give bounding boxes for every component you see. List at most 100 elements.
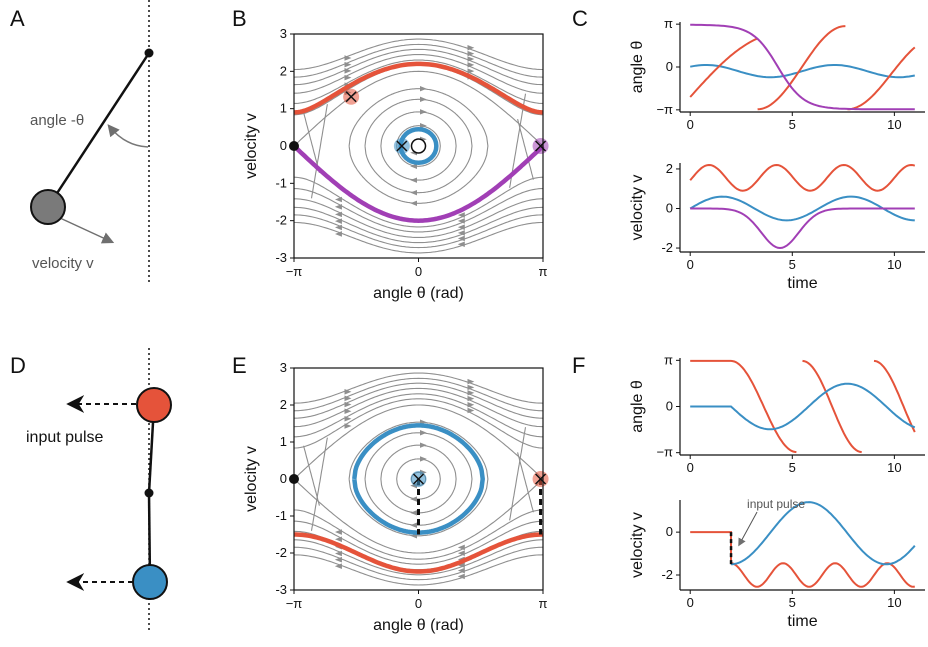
x-axis-label: angle θ (rad) — [373, 617, 464, 634]
streamline — [380, 444, 457, 514]
x-tick-label: 5 — [789, 595, 796, 610]
y-axis-label: velocity v — [243, 113, 260, 179]
purple-velocity-series — [690, 207, 915, 250]
y-tick-label: π — [664, 16, 673, 31]
velocity-arrow-icon — [59, 217, 115, 244]
blue-start-marker — [393, 138, 410, 154]
phase-portrait-b: -3 -2 -1 0 1 2 3 −π 0 π angle θ (rad) velocity v — [243, 26, 549, 302]
y-tick-label: -2 — [661, 567, 673, 582]
panel-label-d: D — [10, 353, 26, 378]
streamline — [294, 48, 543, 86]
y-tick-label: 0 — [666, 399, 673, 414]
blue-angle-series — [690, 64, 915, 79]
red-angle-series — [873, 359, 916, 433]
streamline — [294, 206, 543, 244]
x-tick-label: 0 — [687, 257, 694, 272]
x-tick-label: 0 — [415, 264, 422, 279]
blue-angle-series — [690, 382, 916, 431]
x-tick-label: −π — [286, 596, 303, 611]
pendulum-diagram-a: angle -θ velocity v — [30, 0, 154, 285]
streamline — [294, 145, 543, 222]
streamline — [294, 398, 543, 449]
pendulum-rod — [46, 52, 151, 208]
y-tick-label: 0 — [666, 59, 673, 74]
cross-marker-icon — [535, 473, 547, 485]
blue-trajectory — [352, 423, 485, 535]
streamline — [294, 546, 543, 581]
streamline — [294, 539, 543, 576]
angle-timeseries-f: 0 5 10 π 0 −π angle θ — [629, 352, 925, 475]
streamline — [294, 38, 543, 71]
y-axis-label: velocity v — [629, 512, 646, 578]
x-tick-label: 10 — [887, 460, 901, 475]
streamline — [364, 98, 473, 194]
streamline — [294, 188, 543, 233]
pivot-dot-icon — [144, 488, 154, 498]
streamline — [294, 176, 543, 228]
panel-label-e: E — [232, 353, 247, 378]
y-tick-label: 2 — [280, 63, 287, 78]
x-axis-label: time — [787, 613, 817, 630]
blue-velocity-series — [730, 501, 916, 566]
x-tick-label: 10 — [887, 117, 901, 132]
streamline — [294, 478, 543, 554]
streamline — [294, 54, 543, 94]
open-circle-icon — [410, 138, 427, 154]
angle-arrow-icon — [107, 124, 149, 148]
phase-portrait-e: -3 -2 -1 0 1 2 3 −π 0 π angle θ (rad) velocity v — [243, 360, 549, 634]
x-tick-label: 0 — [687, 595, 694, 610]
streamline — [294, 509, 543, 560]
streamline — [380, 111, 457, 181]
cross-marker-icon — [345, 91, 357, 103]
pendulum-diagram-d: input pulse — [26, 348, 172, 632]
y-axis-label: velocity v — [243, 446, 260, 512]
panel-label-a: A — [10, 6, 25, 31]
red-angle-series — [689, 37, 758, 98]
red-start-marker — [343, 88, 360, 105]
streamline — [294, 198, 543, 238]
x-tick-label: 5 — [789, 257, 796, 272]
purple-angle-series — [690, 23, 915, 111]
y-tick-label: 0 — [666, 200, 673, 215]
x-tick-label: 0 — [415, 596, 422, 611]
streamline — [294, 221, 543, 254]
streamline — [294, 372, 543, 404]
panel-label-b: B — [232, 6, 247, 31]
streamline — [294, 59, 543, 104]
y-tick-label: π — [664, 352, 673, 367]
blue-start-marker — [410, 471, 427, 487]
purple-start-marker — [532, 138, 549, 154]
streamline — [303, 445, 320, 506]
red-angle-series — [690, 359, 797, 454]
x-tick-label: 5 — [789, 117, 796, 132]
x-tick-label: 10 — [887, 595, 901, 610]
x-tick-label: 5 — [789, 460, 796, 475]
annotation-arrow-icon — [738, 511, 758, 547]
streamline — [294, 393, 543, 438]
x-axis-label: angle θ (rad) — [373, 285, 464, 302]
x-axis-label: time — [787, 275, 817, 292]
bob-icon — [30, 189, 66, 225]
y-tick-label: -2 — [275, 213, 287, 228]
x-tick-label: −π — [286, 264, 303, 279]
pivot-dot-icon — [144, 48, 154, 58]
y-tick-label: 3 — [280, 26, 287, 41]
streamline — [294, 387, 543, 428]
x-tick-label: π — [539, 596, 548, 611]
y-tick-label: -1 — [275, 175, 287, 190]
purple-trajectory — [292, 144, 545, 223]
input-pulse-annotation: input pulse — [747, 497, 805, 511]
x-tick-label: π — [539, 264, 548, 279]
cross-marker-icon — [412, 473, 425, 485]
streamline — [294, 520, 543, 565]
streamline — [517, 118, 534, 180]
red-start-marker — [532, 471, 549, 487]
streamline — [310, 437, 328, 531]
red-angle-series — [847, 46, 916, 111]
streamline — [294, 43, 543, 78]
x-tick-label: 0 — [687, 460, 694, 475]
cross-marker-icon — [535, 140, 547, 152]
velocity-timeseries-f: 0 5 10 -2 0 velocity v time input pulse — [629, 497, 925, 630]
streamline — [310, 104, 328, 199]
streamline — [348, 88, 489, 204]
